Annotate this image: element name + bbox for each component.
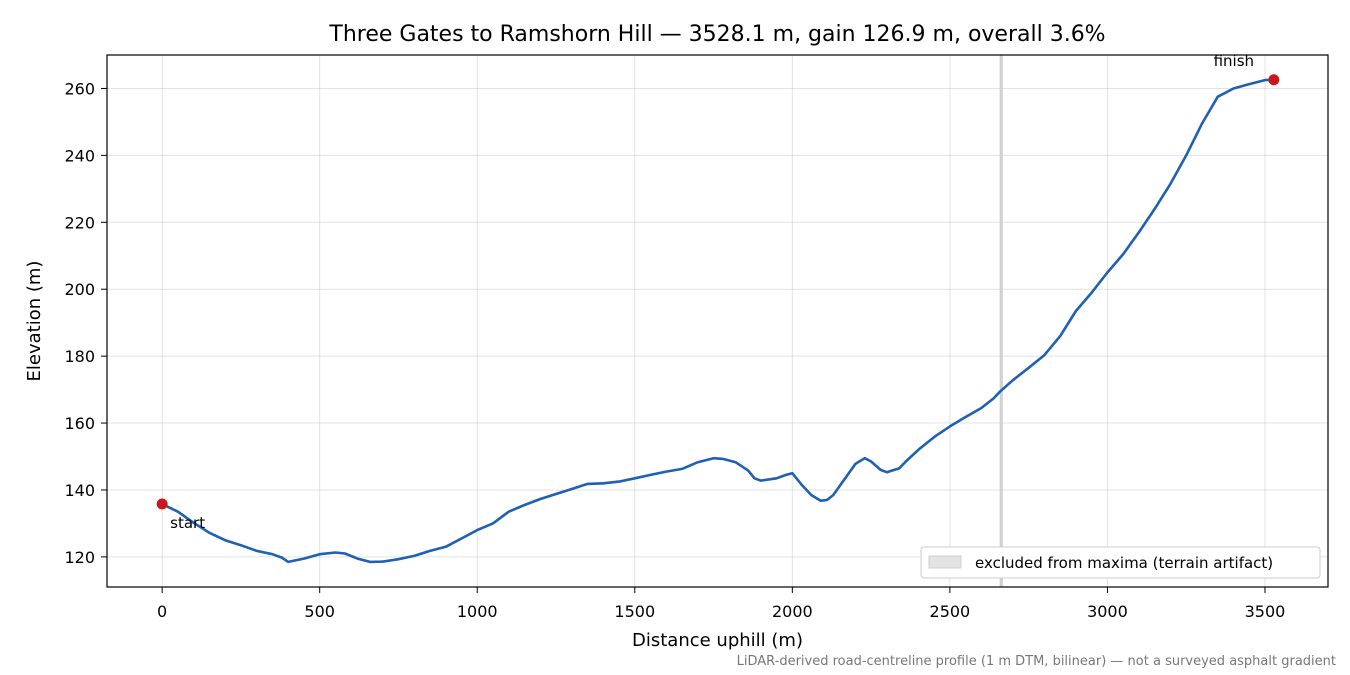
legend-entry: excluded from maxima (terrain artifact) [975, 554, 1273, 572]
endpoint-markers [156, 74, 1280, 510]
footnote: LiDAR-derived road-centreline profile (1… [737, 654, 1336, 669]
y-tick-label: 180 [64, 347, 95, 366]
finish-marker [1268, 74, 1280, 86]
excluded-band [999, 55, 1003, 587]
x-tick-label: 500 [304, 602, 335, 621]
start-marker [156, 498, 168, 510]
elevation-line [160, 78, 1276, 564]
excluded-band-layer [999, 55, 1003, 587]
series-layer [160, 78, 1276, 564]
start-annotation: start [170, 514, 205, 532]
x-axis-label: Distance uphill (m) [632, 630, 803, 651]
x-tick-label: 2000 [772, 602, 813, 621]
finish-annotation: finish [1214, 52, 1254, 70]
x-tick-label: 1000 [457, 602, 498, 621]
y-tick-label: 240 [64, 146, 95, 165]
y-tick-label: 140 [64, 481, 95, 500]
x-tick-label: 3000 [1087, 602, 1128, 621]
x-tick-label: 0 [157, 602, 167, 621]
x-tick-label: 1500 [614, 602, 655, 621]
y-tick-label: 220 [64, 213, 95, 232]
y-tick-label: 160 [64, 414, 95, 433]
legend-swatch [928, 555, 962, 569]
x-tick-label: 3500 [1245, 602, 1286, 621]
x-tick-label: 2500 [930, 602, 971, 621]
y-tick-label: 120 [64, 548, 95, 567]
y-axis-label: Elevation (m) [24, 261, 45, 382]
y-tick-label: 200 [64, 280, 95, 299]
plot-frame [106, 54, 1329, 588]
tick-layer: 0 500 1000 1500 2000 2500 3000 3500 120 140 160 180… [64, 79, 1285, 621]
chart-title: Three Gates to Ramshorn Hill — 3528.1 m,… [328, 22, 1105, 47]
y-tick-label: 260 [64, 79, 95, 98]
legend-box [920, 546, 1321, 579]
legend: excluded from maxima (terrain artifact) [920, 546, 1321, 579]
grid-layer [107, 55, 1328, 587]
